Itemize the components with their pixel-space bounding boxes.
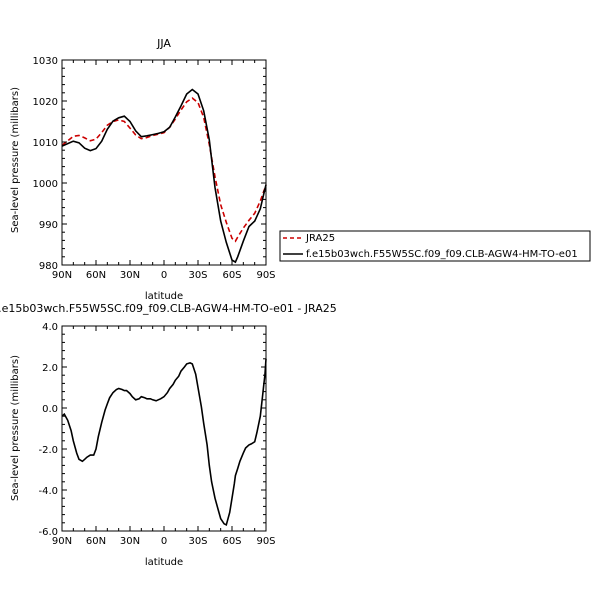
panel0-ytick-label-0: 980 — [39, 261, 58, 272]
panel0-ytick-label-5: 1030 — [33, 56, 58, 67]
bottom-ylabel: Sea-level pressure (millibars) — [10, 355, 21, 501]
top-title: JJA — [156, 37, 171, 50]
panel1-series-0-line — [61, 358, 267, 527]
panel0-series-1-line — [61, 88, 267, 264]
panel1-ytick-label-3: 0.0 — [42, 404, 58, 415]
legend-jra25-label: JRA25 — [305, 233, 335, 244]
panel0-xtick-label-2: 30N — [120, 270, 140, 281]
panel1-ytick-label-2: -2.0 — [38, 445, 58, 456]
panel0-ytick-label-1: 990 — [39, 220, 58, 231]
panel0-ytick-label-3: 1010 — [33, 138, 58, 149]
panel1-ytick-label-5: 4.0 — [42, 322, 58, 333]
panel1-xtick-label-2: 30N — [120, 536, 140, 547]
panel1-ytick-label-4: 2.0 — [42, 363, 58, 374]
panel0-xtick-label-5: 60S — [222, 270, 241, 281]
panel1-ytick-label-0: -6.0 — [38, 527, 58, 538]
panel0-xtick-label-1: 60N — [86, 270, 106, 281]
panel0-ytick-label-2: 1000 — [33, 179, 58, 190]
legend-box — [279, 230, 591, 262]
panel0-ytick-label-4: 1020 — [33, 97, 58, 108]
panel0-xtick-label-4: 30S — [188, 270, 207, 281]
panel0-series-0-line — [61, 97, 267, 243]
panel1-xtick-label-6: 90S — [256, 536, 275, 547]
panel0-xtick-label-6: 90S — [256, 270, 275, 281]
panel1-xtick-label-1: 60N — [86, 536, 106, 547]
bottom-panel: f.e15b03wch.F55W5SC.f09_f09.CLB-AGW4-HM-… — [0, 302, 337, 568]
bottom-plot-frame — [61, 325, 267, 532]
top-legend: JRA25 f.e15b03wch.F55W5SC.f09_f09.CLB-AG… — [279, 230, 591, 262]
bottom-xlabel: latitude — [145, 557, 183, 568]
panel0-xtick-label-3: 0 — [161, 270, 167, 281]
bottom-title: f.e15b03wch.F55W5SC.f09_f09.CLB-AGW4-HM-… — [0, 302, 337, 315]
top-ylabel: Sea-level pressure (millibars) — [10, 87, 21, 233]
panel1-xtick-label-4: 30S — [188, 536, 207, 547]
legend-model-label: f.e15b03wch.F55W5SC.f09_f09.CLB-AGW4-HM-… — [306, 249, 578, 260]
panel1-ytick-label-1: -4.0 — [38, 486, 58, 497]
panel1-xtick-label-0: 90N — [52, 536, 72, 547]
top-plot-frame — [61, 59, 267, 266]
top-xlabel: latitude — [145, 291, 183, 302]
panel1-xtick-label-3: 0 — [161, 536, 167, 547]
top-panel: JJA Sea-level pressure (millibars) latit… — [10, 37, 591, 302]
panel1-xtick-label-5: 60S — [222, 536, 241, 547]
panel0-xtick-label-0: 90N — [52, 270, 72, 281]
